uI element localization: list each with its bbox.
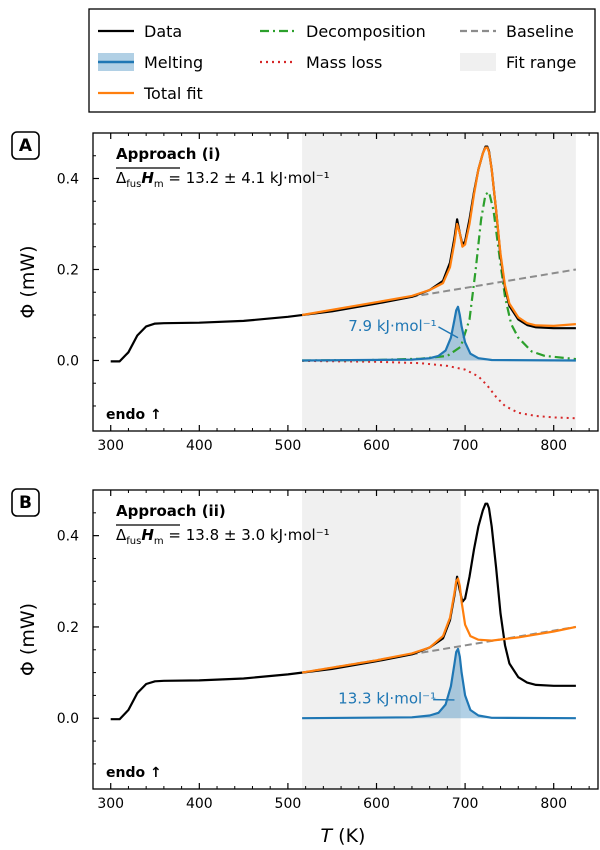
legend-label: Fit range bbox=[506, 53, 576, 72]
series-total-fit bbox=[301, 577, 577, 674]
panel-a: 300 400 500 600 700 800 0.0 0.2 0.4 Φ (mW) A Approa… bbox=[11, 131, 599, 454]
x-tick-label: 600 bbox=[363, 796, 390, 812]
panel-tag: A bbox=[19, 136, 33, 156]
axes-frame bbox=[92, 132, 599, 432]
legend-label: Melting bbox=[144, 53, 203, 72]
y-axis-label: Φ (mW) bbox=[17, 245, 39, 318]
approach-title: Approach (ii) bbox=[116, 502, 226, 520]
series-total-fit bbox=[301, 146, 576, 327]
endo-label: endo ↑ bbox=[106, 765, 162, 781]
legend: Data Decomposition Baseline Melting Mass los… bbox=[88, 8, 596, 113]
y-tick-label: 0.2 bbox=[57, 620, 79, 636]
y-tick-label: 0.4 bbox=[57, 171, 79, 187]
series-decomposition bbox=[302, 191, 577, 362]
melting-enthalpy-label: 7.9 kJ·mol⁻¹ bbox=[348, 317, 436, 335]
legend-label: Data bbox=[144, 22, 182, 41]
legend-item-mass-loss: Mass loss bbox=[260, 53, 382, 72]
legend-item-melting: Melting bbox=[98, 53, 203, 72]
y-tick-label: 0.4 bbox=[57, 529, 79, 545]
legend-frame bbox=[88, 8, 596, 113]
panel-b: 300 400 500 600 700 800 0.0 0.2 0.4 Φ (mW) B Approa… bbox=[11, 488, 599, 812]
fit-range-region bbox=[302, 133, 576, 431]
x-tick-label: 800 bbox=[540, 796, 567, 812]
annotation-pointer bbox=[438, 326, 459, 339]
endo-label: endo ↑ bbox=[106, 407, 162, 423]
x-tick-label: 500 bbox=[275, 438, 302, 454]
x-tick-label: 500 bbox=[275, 796, 302, 812]
x-axis-label: T (K) bbox=[321, 825, 366, 847]
legend-label: Mass loss bbox=[306, 53, 382, 72]
legend-item-data: Data bbox=[98, 22, 182, 41]
x-tick-label: 700 bbox=[452, 796, 479, 812]
panel-tag: B bbox=[19, 493, 32, 513]
x-tick-label: 800 bbox=[540, 438, 567, 454]
legend-item-decomposition: Decomposition bbox=[260, 22, 426, 41]
y-tick-label: 0.0 bbox=[57, 353, 79, 369]
x-tick-label: 700 bbox=[452, 438, 479, 454]
series-melting bbox=[302, 647, 576, 720]
panel-tag-box bbox=[11, 488, 40, 517]
legend-item-fit-range: Fit range bbox=[460, 53, 576, 72]
fit-range-region bbox=[302, 490, 461, 789]
melting-enthalpy-label: 13.3 kJ·mol⁻¹ bbox=[338, 690, 436, 708]
x-tick-label: 300 bbox=[97, 796, 124, 812]
series-melting bbox=[302, 305, 576, 362]
y-tick-label: 0.2 bbox=[57, 262, 79, 278]
x-tick-label: 400 bbox=[186, 796, 213, 812]
legend-item-baseline: Baseline bbox=[460, 22, 574, 41]
legend-label: Decomposition bbox=[306, 22, 426, 41]
enthalpy-formula: ΔfusHm = 13.2 ± 4.1 kJ·mol⁻¹ bbox=[116, 169, 330, 190]
x-tick-label: 300 bbox=[97, 438, 124, 454]
legend-item-total-fit: Total fit bbox=[98, 84, 203, 103]
y-tick-label: 0.0 bbox=[57, 711, 79, 727]
x-tick-label: 600 bbox=[363, 438, 390, 454]
legend-label: Total fit bbox=[143, 84, 203, 103]
x-tick-label: 400 bbox=[186, 438, 213, 454]
enthalpy-formula: ΔfusHm = 13.8 ± 3.0 kJ·mol⁻¹ bbox=[116, 526, 330, 547]
legend-swatch bbox=[460, 53, 496, 71]
y-axis-label: Φ (mW) bbox=[17, 603, 39, 676]
approach-title: Approach (i) bbox=[116, 145, 221, 163]
panel-tag-box bbox=[11, 131, 40, 160]
axes-frame bbox=[92, 489, 599, 790]
legend-label: Baseline bbox=[506, 22, 574, 41]
